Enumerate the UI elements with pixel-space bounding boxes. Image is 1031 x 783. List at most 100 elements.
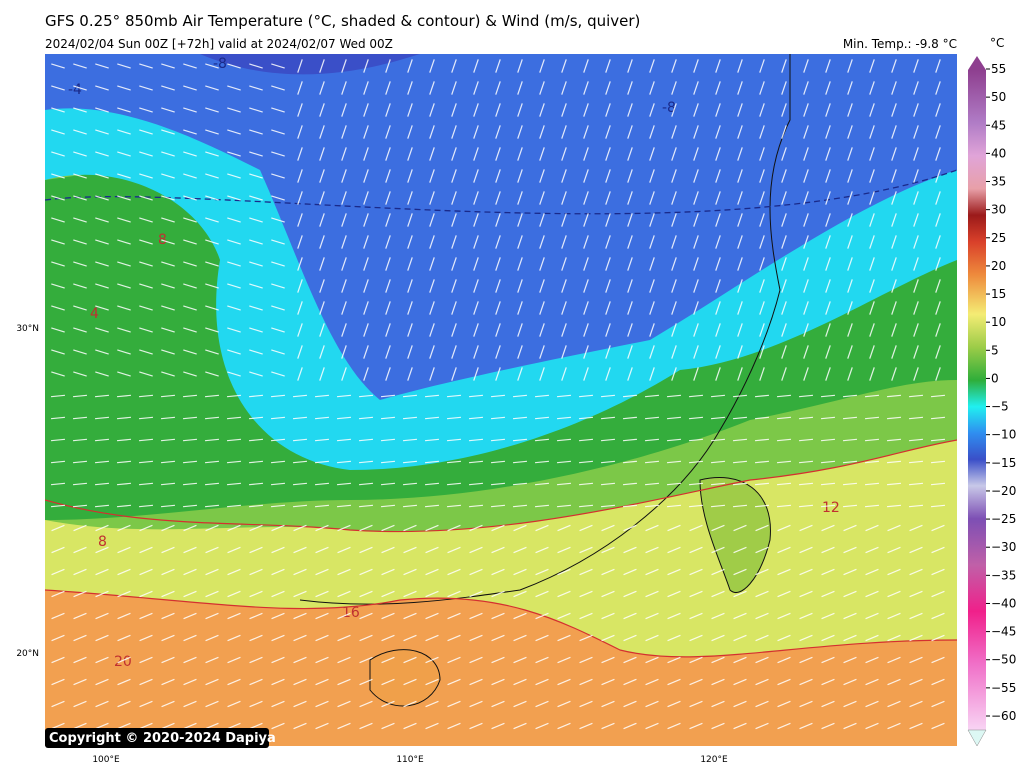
wind-arrow	[649, 191, 655, 205]
wind-arrow	[117, 590, 131, 598]
wind-arrow	[759, 191, 765, 205]
wind-arrow	[271, 546, 285, 554]
wind-arrow	[535, 678, 549, 686]
wind-arrow	[935, 279, 941, 293]
wind-arrow	[715, 147, 721, 161]
wind-arrow	[139, 678, 153, 686]
wind-arrow	[451, 323, 457, 337]
wind-arrow	[50, 482, 66, 486]
wind-arrow	[887, 568, 901, 576]
colorbar	[968, 70, 986, 730]
wind-arrow	[446, 482, 462, 486]
wind-arrow	[429, 103, 435, 117]
wind-arrow	[51, 327, 65, 333]
wind-arrow	[183, 305, 197, 311]
wind-arrow	[627, 367, 633, 381]
wind-arrow	[271, 85, 285, 91]
wind-arrow	[51, 283, 65, 289]
wind-arrow	[363, 345, 369, 359]
wind-arrow	[495, 147, 501, 161]
wind-arrow	[161, 239, 175, 245]
wind-arrow	[336, 416, 352, 420]
wind-arrow	[293, 568, 307, 576]
wind-arrow	[51, 590, 65, 598]
wind-arrow	[363, 59, 369, 73]
wind-arrow	[847, 345, 853, 359]
wind-arrow	[600, 438, 616, 442]
wind-arrow	[227, 634, 241, 642]
wind-arrow	[909, 700, 923, 708]
wind-arrow	[473, 147, 479, 161]
wind-arrow	[799, 700, 813, 708]
wind-arrow	[495, 125, 501, 139]
wind-arrow	[51, 656, 65, 664]
wind-arrow	[825, 213, 831, 227]
wind-arrow	[95, 568, 109, 576]
wind-arrow	[292, 394, 308, 398]
wind-arrow	[557, 678, 571, 686]
wind-arrow	[227, 327, 241, 333]
wind-arrow	[359, 656, 373, 664]
colorbar-tick-label: 55	[991, 62, 1006, 76]
wind-arrow	[451, 81, 457, 95]
wind-arrow	[249, 261, 263, 267]
wind-arrow	[601, 546, 615, 554]
wind-arrow	[688, 504, 704, 508]
wind-arrow	[341, 301, 347, 315]
wind-arrow	[491, 590, 505, 598]
wind-arrow	[759, 235, 765, 249]
wind-arrow	[319, 169, 325, 183]
wind-arrow	[930, 504, 946, 508]
wind-arrow	[315, 546, 329, 554]
wind-arrow	[249, 239, 263, 245]
wind-arrow	[95, 305, 109, 311]
wind-arrow	[755, 656, 769, 664]
wind-arrow	[865, 612, 879, 620]
wind-arrow	[161, 612, 175, 620]
copyright-box	[45, 728, 269, 748]
wind-arrow	[908, 394, 924, 398]
wind-arrow	[73, 524, 87, 532]
wind-arrow	[451, 169, 457, 183]
wind-arrow	[495, 279, 501, 293]
wind-arrow	[935, 191, 941, 205]
wind-arrow	[491, 546, 505, 554]
wind-arrow	[667, 722, 681, 730]
wind-arrow	[689, 546, 703, 554]
wind-arrow	[759, 59, 765, 73]
wind-arrow	[117, 327, 131, 333]
wind-arrow	[424, 416, 440, 420]
wind-arrow	[759, 147, 765, 161]
wind-arrow	[777, 634, 791, 642]
wind-arrow	[711, 546, 725, 554]
wind-arrow	[468, 438, 484, 442]
wind-arrow	[341, 191, 347, 205]
wind-arrow	[799, 524, 813, 532]
wind-arrow	[715, 323, 721, 337]
wind-arrow	[539, 367, 545, 381]
wind-arrow	[95, 590, 109, 598]
wind-arrow	[737, 213, 743, 227]
wind-arrow	[271, 612, 285, 620]
wind-arrow	[737, 169, 743, 183]
wind-arrow	[227, 590, 241, 598]
lat-label: 30°N	[16, 324, 39, 334]
wind-arrow	[407, 367, 413, 381]
wind-arrow	[473, 103, 479, 117]
wind-arrow	[645, 722, 659, 730]
wind-arrow	[799, 568, 813, 576]
wind-arrow	[865, 678, 879, 686]
wind-arrow	[490, 504, 506, 508]
wind-arrow	[403, 678, 417, 686]
wind-arrow	[358, 482, 374, 486]
wind-arrow	[473, 323, 479, 337]
wind-arrow	[667, 546, 681, 554]
wind-arrow	[139, 63, 153, 69]
wind-arrow	[557, 612, 571, 620]
wind-arrow	[183, 85, 197, 91]
wind-arrow	[205, 173, 219, 179]
wind-arrow	[605, 279, 611, 293]
wind-arrow	[491, 656, 505, 664]
wind-arrow	[777, 656, 791, 664]
wind-arrow	[534, 504, 550, 508]
